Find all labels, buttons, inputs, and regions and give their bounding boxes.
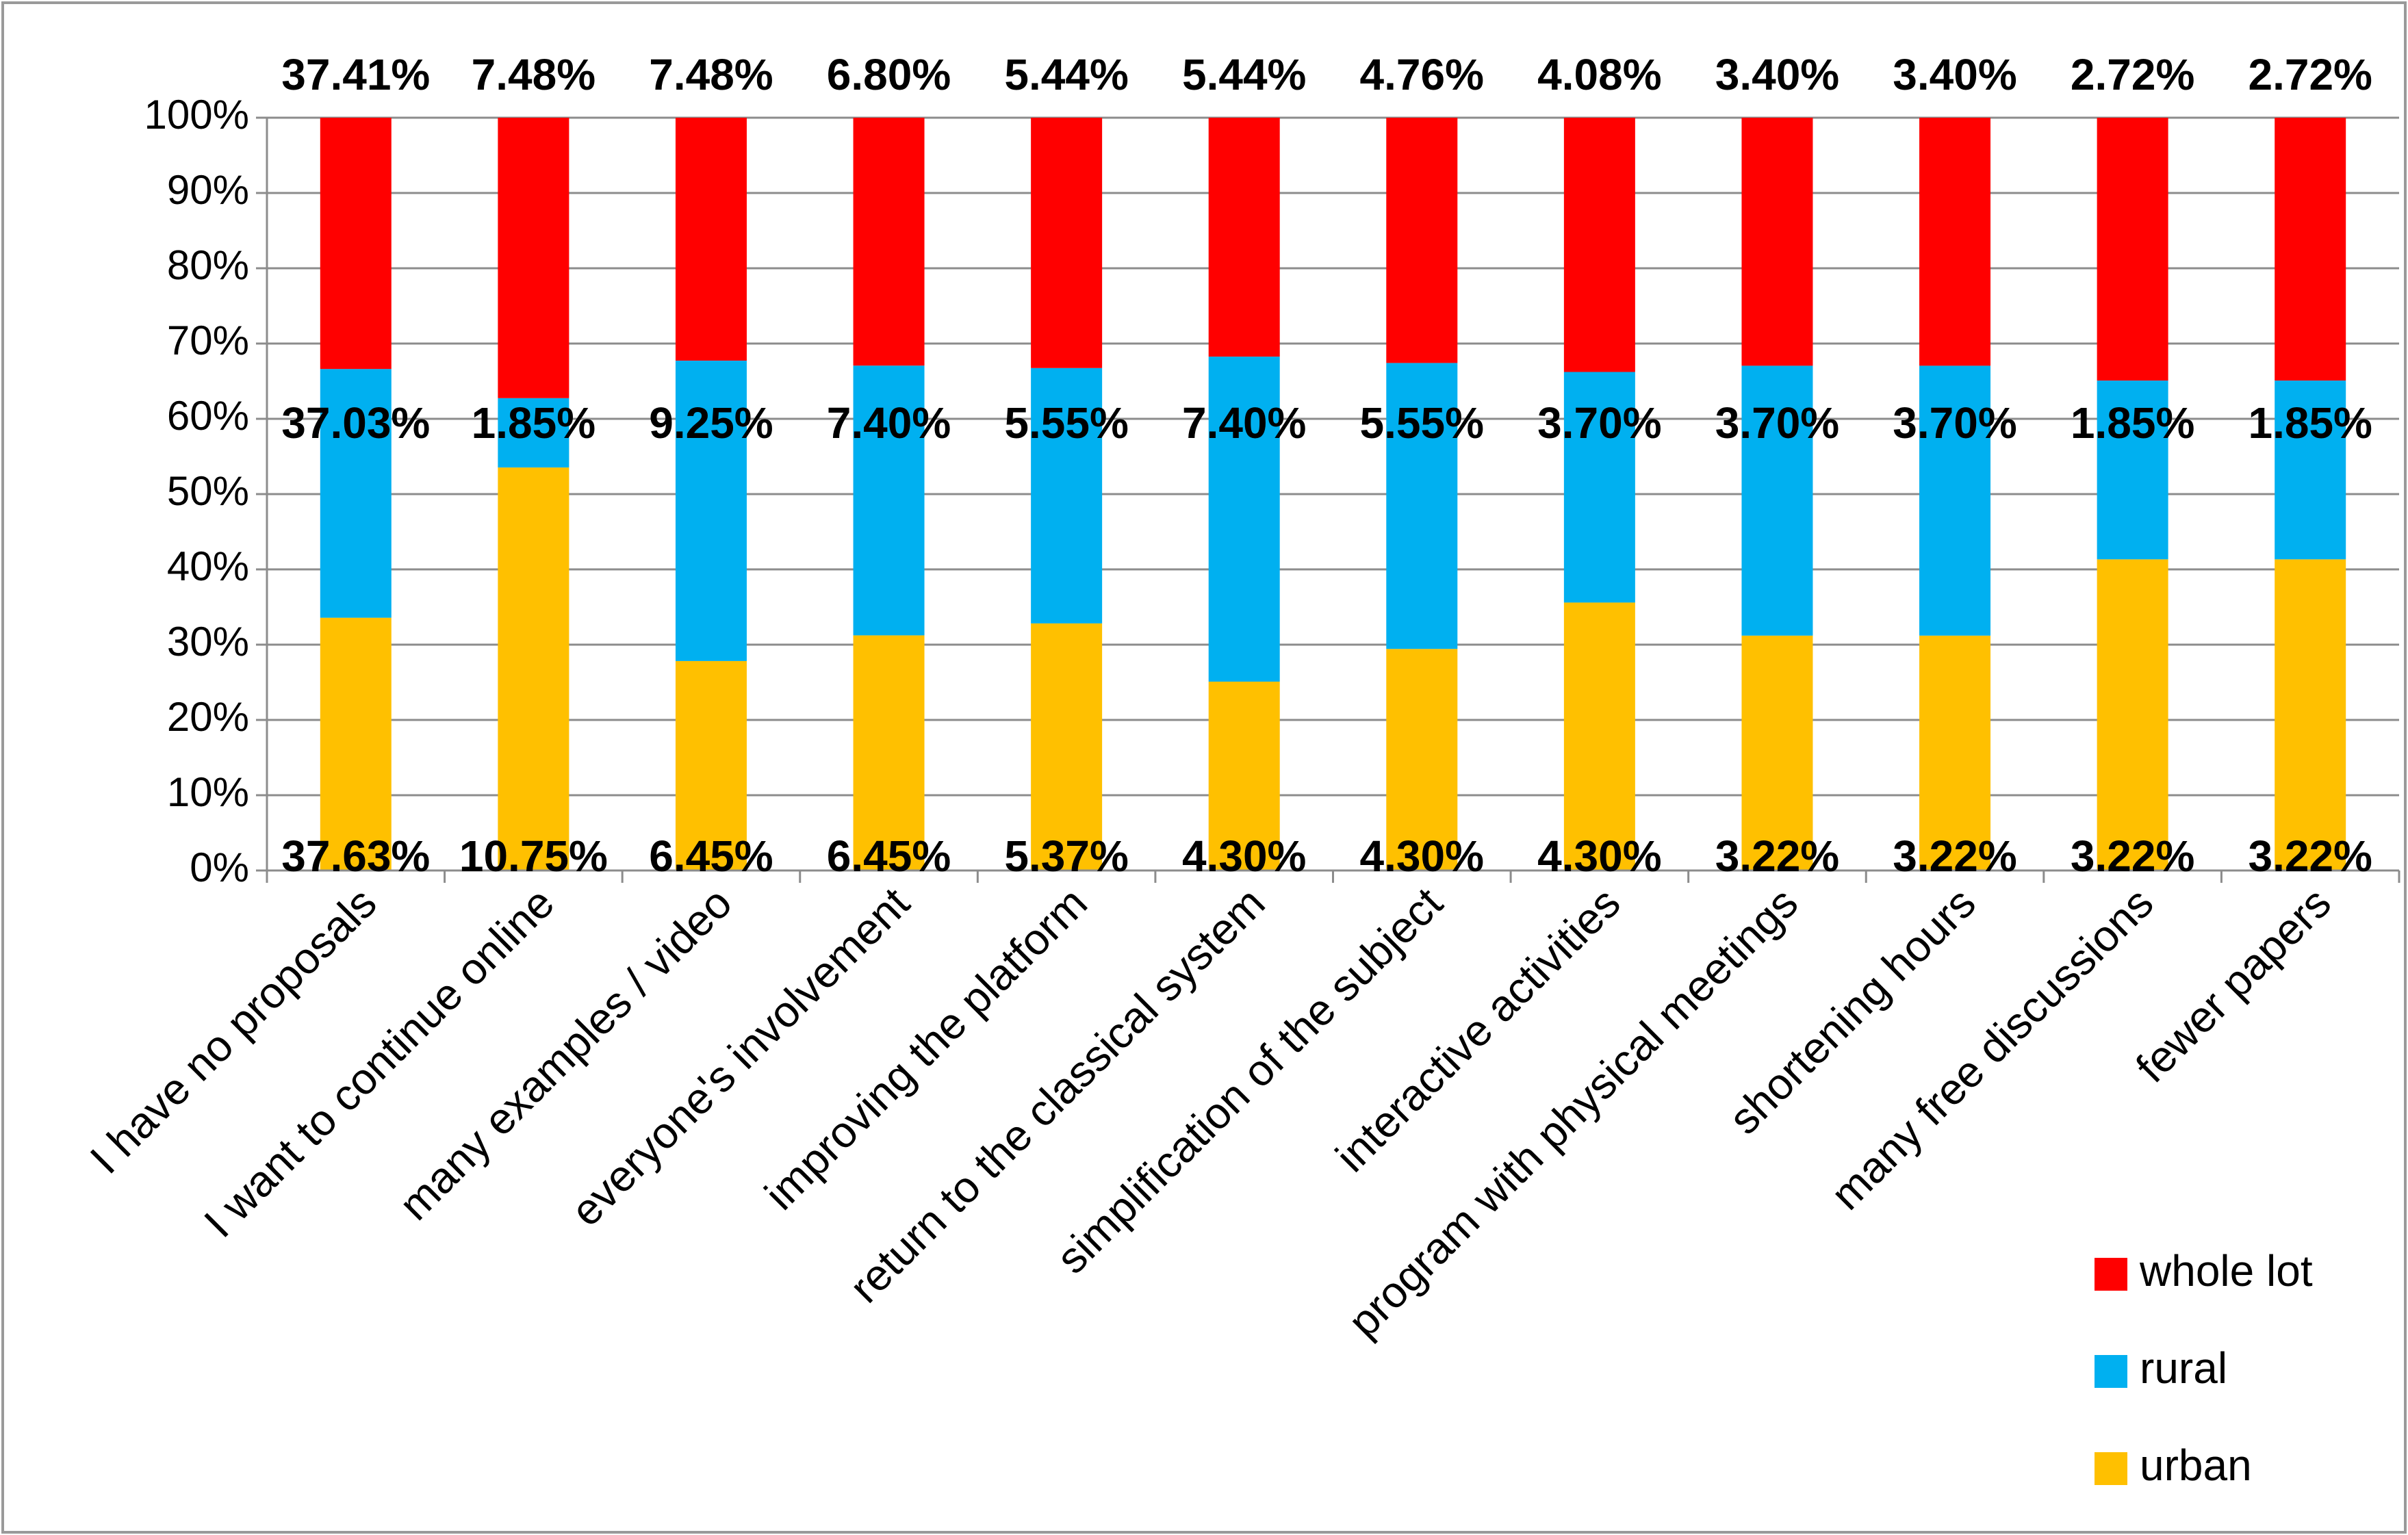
legend: whole lot rural urban [2095,1246,2313,1490]
bar-urban-fewer-papers [2275,559,2346,870]
data-label-urban: 6.45% [827,831,951,881]
data-label-urban: 3.22% [1715,831,1839,881]
bar-whole-lot-everyone-s-involvement [853,118,925,366]
y-tick-label: 20% [167,694,249,740]
bar-rural-i-want-to-continue-online [498,398,569,468]
legend-label-urban: urban [2140,1441,2252,1490]
bar-urban-return-to-the-classical-system [1208,682,1280,870]
legend-swatch-rural [2095,1355,2127,1388]
data-label-rural: 3.70% [1537,398,1661,448]
data-label-urban: 4.30% [1537,831,1661,881]
data-label-urban: 37.63% [281,831,430,881]
bar-whole-lot-i-have-no-proposals [320,118,392,370]
data-label-whole-lot: 4.08% [1537,50,1661,99]
y-tick-label: 50% [167,468,249,514]
y-tick-label: 90% [167,167,249,213]
bar-rural-many-free-discussions [2097,380,2168,560]
data-labels: 37.63% 37.03% 37.41% 10.75% 1.85% 7.48% 6.45% 9… [281,50,2372,881]
bar-rural-program-with-physical-meetings [1741,365,1813,636]
y-tick-label: 10% [167,769,249,815]
bar-rural-simplification-of-the-subject [1386,363,1458,649]
data-label-urban: 6.45% [649,831,773,881]
data-label-whole-lot: 37.41% [281,50,430,99]
bar-whole-lot-program-with-physical-meetings [1741,118,1813,366]
data-label-urban: 5.37% [1004,831,1128,881]
gridlines [267,116,2399,797]
bar-rural-interactive-activities [1563,372,1635,603]
y-tick-label: 60% [167,393,249,439]
data-label-urban: 3.22% [1893,831,2016,881]
data-label-rural: 3.70% [1893,398,2016,448]
data-label-whole-lot: 2.72% [2248,50,2372,99]
data-label-whole-lot: 5.44% [1004,50,1128,99]
data-label-rural: 37.03% [281,398,430,448]
y-tick-label: 70% [167,318,249,363]
bar-urban-everyone-s-involvement [853,635,925,870]
legend-label-rural: rural [2140,1343,2227,1393]
data-label-rural: 7.40% [827,398,951,448]
bar-whole-lot-many-free-discussions [2097,118,2168,381]
bar-rural-improving-the-platform [1031,367,1103,623]
data-label-whole-lot: 4.76% [1360,50,1484,99]
bar-urban-i-have-no-proposals [320,617,392,870]
data-label-rural: 5.55% [1360,398,1484,448]
bar-whole-lot-simplification-of-the-subject [1386,118,1458,363]
data-label-rural: 1.85% [2071,398,2194,448]
legend-swatch-urban [2095,1452,2127,1485]
data-label-whole-lot: 3.40% [1893,50,2016,99]
bar-whole-lot-improving-the-platform [1031,118,1103,368]
data-label-rural: 5.55% [1004,398,1128,448]
bar-whole-lot-many-examples-video [675,118,747,361]
bar-urban-improving-the-platform [1031,623,1103,870]
bar-urban-interactive-activities [1563,602,1635,870]
bar-urban-shortening-hours [1919,635,1991,870]
legend-swatch-whole-lot [2095,1258,2127,1291]
y-tick-label: 40% [167,543,249,589]
bar-rural-i-have-no-proposals [320,369,392,618]
data-label-urban: 10.75% [459,831,608,881]
data-label-urban: 4.30% [1360,831,1484,881]
data-label-rural: 7.40% [1182,398,1306,448]
bar-rural-many-examples-video [675,360,747,661]
bar-rural-fewer-papers [2275,380,2346,560]
data-label-whole-lot: 3.40% [1715,50,1839,99]
bar-whole-lot-interactive-activities [1563,118,1635,372]
data-label-rural: 1.85% [2248,398,2372,448]
y-tick-label: 0% [190,844,249,890]
y-tick-label: 80% [167,242,249,288]
bar-rural-everyone-s-involvement [853,365,925,636]
data-label-whole-lot: 7.48% [649,50,773,99]
bar-urban-simplification-of-the-subject [1386,649,1458,870]
bars [320,118,2346,870]
data-label-rural: 3.70% [1715,398,1839,448]
bar-whole-lot-fewer-papers [2275,118,2346,381]
data-label-urban: 3.22% [2248,831,2372,881]
data-label-rural: 1.85% [472,398,595,448]
bar-rural-return-to-the-classical-system [1208,357,1280,682]
y-tick-label: 30% [167,619,249,665]
data-label-rural: 9.25% [649,398,773,448]
axes [256,116,2400,883]
data-label-whole-lot: 6.80% [827,50,951,99]
bar-whole-lot-return-to-the-classical-system [1208,118,1280,357]
data-label-whole-lot: 2.72% [2071,50,2194,99]
bar-urban-many-examples-video [675,660,747,870]
bar-urban-many-free-discussions [2097,559,2168,870]
data-label-whole-lot: 5.44% [1182,50,1306,99]
data-label-urban: 4.30% [1182,831,1306,881]
data-label-urban: 3.22% [2071,831,2194,881]
bar-whole-lot-shortening-hours [1919,118,1991,366]
bar-urban-program-with-physical-meetings [1741,635,1813,870]
y-tick-label: 100% [144,92,249,138]
bar-urban-i-want-to-continue-online [498,467,569,870]
bar-rural-shortening-hours [1919,365,1991,636]
legend-label-whole-lot: whole lot [2139,1246,2313,1295]
bar-whole-lot-i-want-to-continue-online [498,118,569,398]
data-label-whole-lot: 7.48% [472,50,595,99]
y-axis-tick-labels: 0% 10% 20% 30% 40% 50% 60% 70% 80% 90% 100% [144,92,249,890]
